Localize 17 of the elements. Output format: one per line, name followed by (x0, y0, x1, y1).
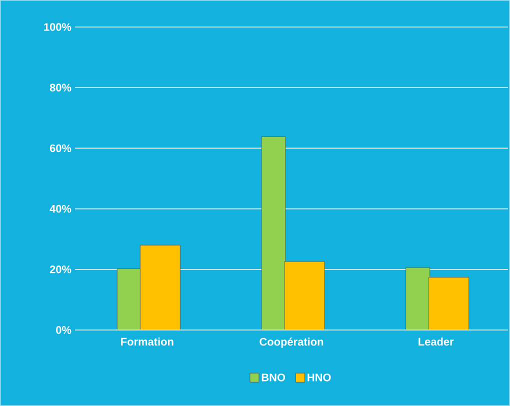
y-tick-label: 100% (44, 23, 72, 31)
bar (116, 268, 142, 330)
bar (406, 267, 430, 330)
y-tick-label: 60% (50, 144, 72, 152)
bar (261, 136, 286, 330)
legend-label: HNO (308, 374, 331, 382)
x-tick-label: Formation (121, 338, 174, 346)
y-tick-label: 40% (50, 204, 72, 213)
y-tick-label: 20% (50, 266, 72, 274)
bar (140, 244, 180, 330)
y-tick-label: 80% (50, 84, 72, 92)
y-tick-label: 0% (56, 326, 72, 334)
x-tick-label: Leader (418, 338, 454, 346)
bar (284, 261, 325, 330)
x-tick-label: Coopération (260, 338, 324, 348)
legend-label: BNO (262, 374, 286, 382)
bar (428, 277, 470, 330)
